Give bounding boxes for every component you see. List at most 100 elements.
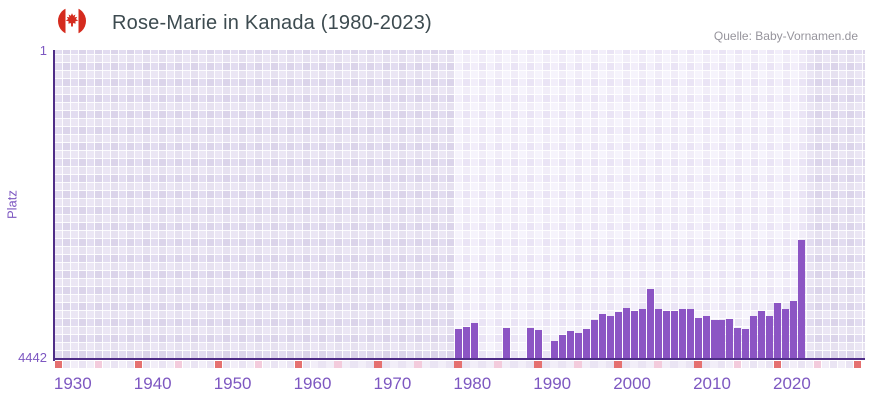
x-tick-label-2000: 2000	[613, 374, 652, 393]
timeline-cell-2015	[733, 361, 742, 368]
timeline-cell-1936	[102, 361, 111, 368]
timeline-cell-1978	[438, 361, 446, 368]
timeline-cell-2016	[741, 361, 750, 368]
timeline-cell-1995	[574, 361, 582, 368]
timeline-cell-1960	[294, 361, 303, 368]
timeline-cell-1991	[542, 361, 550, 368]
rank-bar-2005	[654, 308, 662, 359]
timeline-cell-1954	[246, 361, 255, 368]
timeline-cell-1984	[486, 361, 494, 368]
timeline-cell-1971	[382, 361, 390, 368]
timeline-cell-1980	[454, 361, 462, 368]
timeline-cell-2011	[702, 361, 710, 368]
rank-bar-2003	[638, 308, 646, 359]
timeline-cell-2012	[710, 361, 718, 368]
timeline-cell-1975	[414, 361, 422, 368]
rank-bar-1998	[598, 314, 606, 359]
x-tick-label-1960: 1960	[293, 374, 332, 393]
timeline-cell-1933	[78, 361, 87, 368]
timeline-cell-1983	[478, 361, 486, 368]
timeline-cell-1945	[174, 361, 183, 368]
rank-bar-2010	[694, 318, 702, 359]
rank-bar-2011	[702, 315, 710, 359]
timeline-cell-1992	[550, 361, 558, 368]
x-tick-label-1980: 1980	[453, 374, 492, 393]
timeline-cell-2021	[781, 361, 790, 368]
timeline-cell-1944	[166, 361, 175, 368]
timeline-cell-1932	[70, 361, 79, 368]
timeline-cell-1979	[446, 361, 454, 368]
rank-bar-2013	[718, 319, 726, 359]
timeline-cell-1931	[62, 361, 71, 368]
x-tick-label-1950: 1950	[213, 374, 252, 393]
timeline-cell-1935	[94, 361, 103, 368]
rank-bar-2004	[646, 289, 654, 359]
y-tick-min: 4442	[18, 350, 47, 365]
rank-bar-1996	[582, 329, 590, 359]
rank-bar-2001	[622, 308, 630, 359]
rank-bar-2008	[678, 308, 686, 359]
rank-bar-2009	[686, 309, 694, 359]
timeline-cell-1963	[318, 361, 326, 368]
timeline-cell-2030	[853, 361, 862, 368]
rank-bar-2006	[662, 310, 670, 359]
timeline-cell-1952	[230, 361, 239, 368]
timeline-cell-2027	[829, 361, 838, 368]
timeline-cell-1950	[214, 361, 223, 368]
x-tick-label-1970: 1970	[373, 374, 412, 393]
timeline-cell-2028	[837, 361, 846, 368]
rank-bar-1994	[566, 331, 574, 359]
timeline-cell-2026	[821, 361, 830, 368]
timeline-cell-2025	[813, 361, 822, 368]
timeline-cell-2004	[646, 361, 654, 368]
timeline-cell-1996	[582, 361, 590, 368]
timeline-cell-2002	[630, 361, 638, 368]
rank-bar-1981	[462, 327, 470, 359]
rank-bar-2007	[670, 310, 678, 359]
timeline-cell-1953	[238, 361, 247, 368]
rank-bar-1999	[606, 315, 614, 359]
timeline-cell-1946	[182, 361, 191, 368]
timeline-cell-1994	[566, 361, 574, 368]
canada-flag-icon	[58, 7, 86, 35]
timeline-cell-2019	[765, 361, 774, 368]
x-tick-label-1930: 1930	[53, 374, 92, 393]
timeline-cell-1977	[430, 361, 438, 368]
source-credit: Quelle: Baby-Vornamen.de	[713, 29, 858, 43]
timeline-cell-2007	[670, 361, 678, 368]
x-tick-label-2020: 2020	[772, 374, 811, 393]
rank-bar-2021	[782, 309, 790, 359]
rank-bar-1986	[502, 328, 510, 359]
timeline-cell-2008	[678, 361, 686, 368]
timeline-cell-1955	[254, 361, 263, 368]
rank-bar-2014	[726, 319, 734, 359]
rank-bar-2020	[774, 302, 782, 359]
timeline-cell-1988	[518, 361, 526, 368]
rank-bar-2015	[734, 327, 742, 359]
timeline-cell-1959	[286, 361, 295, 368]
rank-bar-1990	[534, 330, 542, 359]
timeline-cell-1951	[222, 361, 231, 368]
timeline-cell-1987	[510, 361, 518, 368]
timeline-cell-2020	[773, 361, 782, 368]
timeline-cell-1997	[590, 361, 598, 368]
timeline-cell-1993	[558, 361, 566, 368]
timeline-cell-1942	[150, 361, 159, 368]
timeline-cell-2005	[654, 361, 662, 368]
rank-bar-1993	[558, 335, 566, 359]
data-range-highlight-band	[454, 50, 806, 359]
rank-bar-1997	[590, 319, 598, 359]
timeline-cell-1974	[406, 361, 414, 368]
timeline-cell-1940	[134, 361, 143, 368]
timeline-cell-1969	[366, 361, 374, 368]
timeline-cell-1957	[270, 361, 279, 368]
timeline-cell-1962	[310, 361, 318, 368]
timeline-cell-1985	[494, 361, 502, 368]
timeline-cell-1949	[206, 361, 215, 368]
rank-bar-2002	[630, 311, 638, 359]
rank-bar-1989	[526, 327, 534, 359]
x-tick-label-2010: 2010	[693, 374, 731, 393]
timeline-cell-1998	[598, 361, 606, 368]
x-axis-line	[53, 358, 865, 360]
y-axis-title: Platz	[4, 190, 20, 219]
